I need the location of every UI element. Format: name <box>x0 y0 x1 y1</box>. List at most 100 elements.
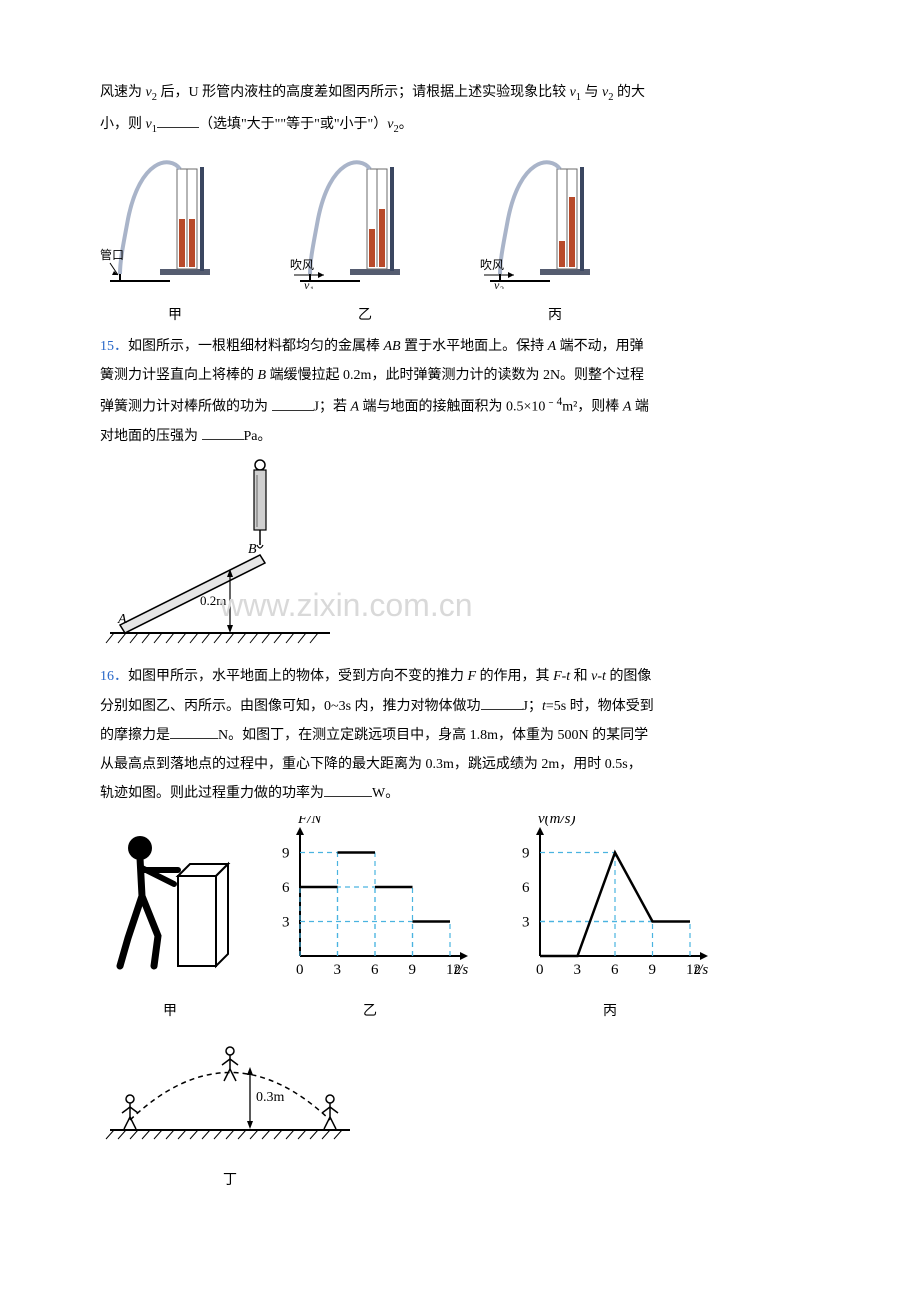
t: =5s 时，物体受到 <box>546 699 654 714</box>
svg-text:6: 6 <box>522 880 530 896</box>
svg-text:F/N: F/N <box>297 816 322 827</box>
q16-figrow: 甲 036912369t/sF/N 乙 036912369t/sv(m/s) 丙 <box>100 816 820 1024</box>
svg-text:3: 3 <box>282 915 290 931</box>
svg-text:0: 0 <box>296 962 304 978</box>
t: 的摩擦力是 <box>100 728 170 743</box>
svg-text:6: 6 <box>282 880 290 896</box>
fig16-bing: 036912369t/sv(m/s) 丙 <box>500 816 720 1024</box>
t: 端不动，用弹 <box>556 339 644 354</box>
ab: AB <box>384 339 401 354</box>
q15-l1: 15．如图所示，一根粗细材料都均匀的金属棒 AB 置于水平地面上。保持 A 端不… <box>100 334 820 359</box>
fig16-yi: 036912369t/sF/N 乙 <box>260 816 480 1024</box>
t: J； <box>523 699 542 714</box>
q14-text: ） <box>373 117 387 132</box>
svg-text:吹风: 吹风 <box>290 258 314 272</box>
q15-blank1[interactable] <box>272 397 314 411</box>
A: A <box>350 400 359 415</box>
fig-bing-cap: 丙 <box>480 303 630 328</box>
q15-l4: 对地面的压强为 Pa。 <box>100 424 820 449</box>
q14-text: 的大 <box>614 85 646 100</box>
svg-text:6: 6 <box>611 962 619 978</box>
svg-text:3: 3 <box>574 962 582 978</box>
t: 如图所示，一根粗细材料都均匀的金属棒 <box>128 339 384 354</box>
A: A <box>548 339 557 354</box>
Ft: F-t <box>553 669 570 684</box>
cap-ding: 丁 <box>100 1168 360 1193</box>
q14-text: 。 <box>399 117 413 132</box>
fig16-ding: 0.3m 丁 <box>100 1035 360 1193</box>
ding-h: 0.3m <box>256 1090 285 1105</box>
q16-l5: 轨迹如图。则此过程重力做的功率为 W。 <box>100 781 820 806</box>
t: 端与地面的接触面积为 0.5×10 <box>359 400 545 415</box>
q15-l2: 簧测力计竖直向上将棒的 B 端缓慢拉起 0.2m，此时弹簧测力计的读数为 2N。… <box>100 363 820 388</box>
t: N。如图丁，在测立定跳远项目中，身高 1.8m，体重为 500N 的某同学 <box>218 728 648 743</box>
svg-text:3: 3 <box>522 915 530 931</box>
t: 端缓慢拉起 0.2m，此时弹簧测力计的读数为 2N。则整个过程 <box>266 368 644 383</box>
svg-text:3: 3 <box>334 962 342 978</box>
svg-text:9: 9 <box>282 846 290 862</box>
t: 的作用，其 <box>476 669 553 684</box>
svg-text:6: 6 <box>371 962 379 978</box>
t: 端 <box>631 400 649 415</box>
cap-bing: 丙 <box>500 999 720 1024</box>
q14-text: "大于""等于"或"小于" <box>241 117 373 132</box>
svg-text:t/s: t/s <box>454 962 468 978</box>
q16-l1: 16．如图甲所示，水平地面上的物体，受到方向不变的推力 F 的作用，其 F-t … <box>100 664 820 689</box>
q16-l2: 分别如图乙、丙所示。由图像可知，0~3s 内，推力对物体做功J；t=5s 时，物… <box>100 694 820 719</box>
A-label: A <box>117 612 127 627</box>
t: 簧测力计竖直向上将棒的 <box>100 368 258 383</box>
q16-blank3[interactable] <box>324 783 372 797</box>
q14-text: 与 <box>581 85 602 100</box>
svg-text:吹风: 吹风 <box>480 258 504 272</box>
t: 如图甲所示，水平地面上的物体，受到方向不变的推力 <box>128 669 468 684</box>
t: 轨迹如图。则此过程重力做的功率为 <box>100 786 324 801</box>
q16-l4: 从最高点到落地点的过程中，重心下降的最大距离为 0.3m，跳远成绩为 2m，用时… <box>100 752 820 777</box>
B-label: B <box>248 542 257 557</box>
svg-text:t/s: t/s <box>694 962 708 978</box>
fig-jia: 管口 甲 <box>100 149 250 327</box>
B: B <box>258 368 267 383</box>
q15-blank2[interactable] <box>202 426 244 440</box>
F: F <box>468 669 477 684</box>
q16-blank2[interactable] <box>170 725 218 739</box>
t: J；若 <box>314 400 351 415</box>
q16-blank1[interactable] <box>481 696 523 710</box>
svg-text:9: 9 <box>522 846 530 862</box>
svg-text:0: 0 <box>536 962 544 978</box>
exp: ﹣4 <box>545 396 562 408</box>
t: m²，则棒 <box>562 400 623 415</box>
q14-figures: 管口 甲 吹风 v 1 乙 <box>100 149 820 327</box>
svg-text:9: 9 <box>649 962 657 978</box>
t: 的图像 <box>606 669 652 684</box>
tube-mouth-label: 管口 <box>100 247 124 262</box>
t: Pa。 <box>244 429 272 444</box>
q14-text: 后，U 形管内液柱的高度差如图丙所示；请根据上述实验现象比较 <box>157 85 570 100</box>
q15-l3: 弹簧测力计对棒所做的功为 J；若 A 端与地面的接触面积为 0.5×10﹣4m²… <box>100 392 820 420</box>
q14-text: 风速为 <box>100 85 146 100</box>
cap-jia: 甲 <box>100 999 240 1024</box>
svg-text:v(m/s): v(m/s) <box>538 816 576 827</box>
q14-line2: 小，则 v1（选填"大于""等于"或"小于"）v2。 <box>100 112 820 140</box>
t: 弹簧测力计对棒所做的功为 <box>100 400 272 415</box>
q14-text: 小，则 <box>100 117 146 132</box>
fig16-jia: 甲 <box>100 826 240 1024</box>
vt: v-t <box>591 669 606 684</box>
q16-num: 16． <box>100 669 128 684</box>
svg-text:1: 1 <box>310 285 314 289</box>
fig-yi: 吹风 v 1 乙 <box>290 149 440 327</box>
t: W。 <box>372 786 399 801</box>
fig-bing: 吹风 v 2 丙 <box>480 149 630 327</box>
t: 从最高点到落地点的过程中，重心下降的最大距离为 0.3m，跳远成绩为 2m，用时… <box>100 757 642 772</box>
q15-num: 15． <box>100 339 128 354</box>
fig-yi-cap: 乙 <box>290 303 440 328</box>
q16-l3: 的摩擦力是 N。如图丁，在测立定跳远项目中，身高 1.8m，体重为 500N 的某… <box>100 723 820 748</box>
h-label: 0.2m <box>200 593 226 608</box>
cap-yi: 乙 <box>260 999 480 1024</box>
t: 分别如图乙、丙所示。由图像可知，0~3s 内，推力对物体做功 <box>100 699 481 714</box>
q14-line1: 风速为 v2 后，U 形管内液柱的高度差如图丙所示；请根据上述实验现象比较 v1… <box>100 80 820 108</box>
q14-blank[interactable] <box>157 114 199 128</box>
t: 和 <box>570 669 591 684</box>
q14-text: （选填 <box>199 117 241 132</box>
q15-figure: A B 0.2m www.zixin.com.cn <box>100 457 320 656</box>
t: 对地面的压强为 <box>100 429 202 444</box>
